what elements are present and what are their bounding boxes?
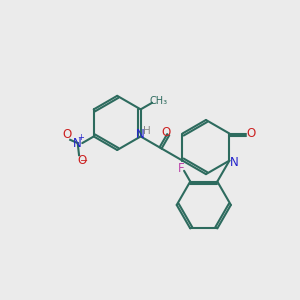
Text: N: N — [136, 128, 145, 141]
Text: F: F — [178, 162, 184, 175]
Text: N: N — [73, 136, 82, 150]
Text: O: O — [77, 154, 87, 167]
Text: N: N — [230, 156, 238, 169]
Text: CH₃: CH₃ — [149, 96, 168, 106]
Text: O: O — [246, 127, 255, 140]
Text: O: O — [161, 126, 170, 139]
Text: O: O — [63, 128, 72, 141]
Text: H: H — [143, 126, 151, 136]
Text: −: − — [80, 156, 88, 166]
Text: +: + — [77, 133, 84, 142]
